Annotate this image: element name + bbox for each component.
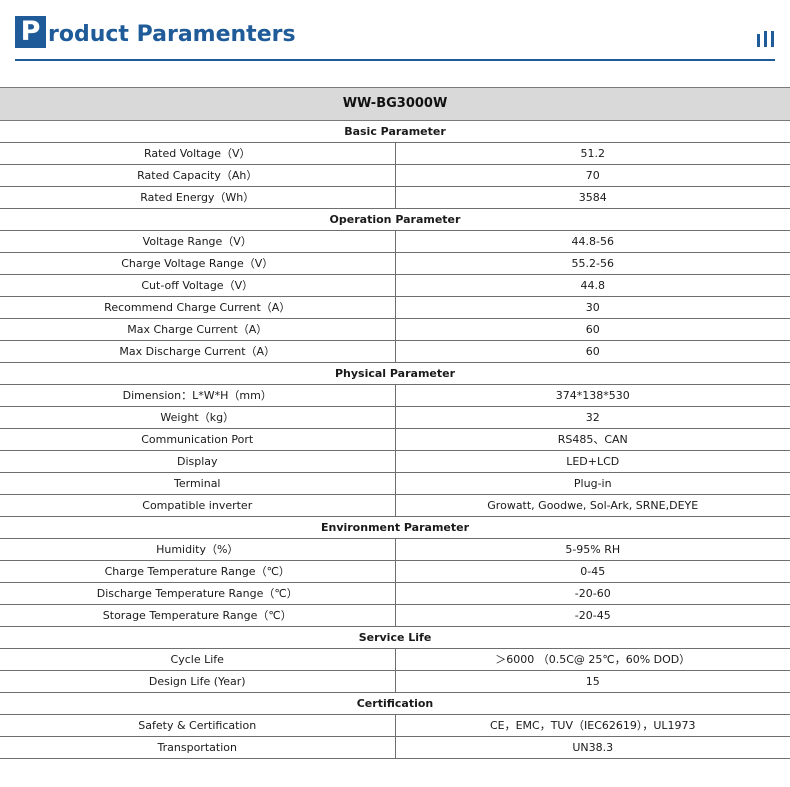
param-value: Growatt, Goodwe, Sol-Ark, SRNE,DEYE	[395, 494, 790, 517]
table-row: Cut-off Voltage（V） 44.8	[0, 274, 790, 297]
param-label: Safety & Certification	[0, 714, 396, 737]
param-label: Max Discharge Current（A）	[0, 340, 396, 363]
param-label: Rated Voltage（V）	[0, 142, 396, 165]
param-label: Recommend Charge Current（A）	[0, 296, 396, 319]
section-header-row: Physical Parameter	[0, 362, 790, 385]
table-row: Rated Voltage（V） 51.2	[0, 142, 790, 165]
param-label: Communication Port	[0, 428, 396, 451]
param-value: ＞6000 （0.5C@ 25℃，60% DOD）	[395, 648, 790, 671]
param-label: Compatible inverter	[0, 494, 396, 517]
param-label: Charge Temperature Range（℃）	[0, 560, 396, 583]
table-row: Max Charge Current（A） 60	[0, 318, 790, 341]
table-row: Dimension：L*W*H（mm） 374*138*530	[0, 384, 790, 407]
table-row: Rated Capacity（Ah） 70	[0, 164, 790, 187]
table-row: Recommend Charge Current（A） 30	[0, 296, 790, 319]
param-value: CE，EMC，TUV（IEC62619），UL1973	[395, 714, 790, 737]
section-header-row: Operation Parameter	[0, 208, 790, 231]
param-value: LED+LCD	[395, 450, 790, 473]
param-label: Charge Voltage Range（V）	[0, 252, 396, 275]
param-label: Cut-off Voltage（V）	[0, 274, 396, 297]
section-title: Basic Parameter	[0, 121, 790, 143]
section-title: Certification	[0, 692, 790, 715]
param-value: 70	[395, 164, 790, 187]
param-value: 15	[395, 670, 790, 693]
param-value: 44.8	[395, 274, 790, 297]
param-value: 60	[395, 318, 790, 341]
param-label: Cycle Life	[0, 648, 396, 671]
param-value: UN38.3	[395, 736, 790, 759]
table-row: Max Discharge Current（A） 60	[0, 340, 790, 363]
param-label: Weight（kg）	[0, 406, 396, 429]
table-row: Humidity（%） 5-95% RH	[0, 538, 790, 561]
param-label: Display	[0, 450, 396, 473]
param-label: Design Life (Year)	[0, 670, 396, 693]
table-row: Discharge Temperature Range（℃） -20-60	[0, 582, 790, 605]
table-row: Storage Temperature Range（℃） -20-45	[0, 604, 790, 627]
param-label: Humidity（%）	[0, 538, 396, 561]
section-header-row: Certification	[0, 692, 790, 715]
page-header: P roduct Paramenters	[0, 0, 790, 64]
section-header-row: Environment Parameter	[0, 516, 790, 539]
section-title: Operation Parameter	[0, 208, 790, 231]
table-row: Display LED+LCD	[0, 450, 790, 473]
param-value: 55.2-56	[395, 252, 790, 275]
table-row: Voltage Range（V） 44.8-56	[0, 230, 790, 253]
section-title: Service Life	[0, 626, 790, 649]
table-row: Transportation UN38.3	[0, 736, 790, 759]
table-row: Rated Energy（Wh） 3584	[0, 186, 790, 209]
section-title: Physical Parameter	[0, 362, 790, 385]
table-row: Charge Temperature Range（℃） 0-45	[0, 560, 790, 583]
param-label: Rated Energy（Wh）	[0, 186, 396, 209]
section-header-row: Service Life	[0, 626, 790, 649]
table-row: Weight（kg） 32	[0, 406, 790, 429]
header-divider	[15, 59, 775, 61]
section-title: Environment Parameter	[0, 516, 790, 539]
param-value: 5-95% RH	[395, 538, 790, 561]
param-label: Dimension：L*W*H（mm）	[0, 384, 396, 407]
page-title: roduct Paramenters	[48, 22, 296, 47]
param-label: Rated Capacity（Ah）	[0, 164, 396, 187]
param-value: 3584	[395, 186, 790, 209]
param-value: 374*138*530	[395, 384, 790, 407]
model-title: WW-BG3000W	[0, 87, 790, 121]
param-value: RS485、CAN	[395, 428, 790, 451]
spec-table: Basic Parameter Rated Voltage（V） 51.2 Rated…	[0, 121, 790, 759]
param-value: 30	[395, 296, 790, 319]
table-row: Charge Voltage Range（V） 55.2-56	[0, 252, 790, 275]
param-value: -20-60	[395, 582, 790, 605]
param-value: 32	[395, 406, 790, 429]
param-value: -20-45	[395, 604, 790, 627]
section-header-row: Basic Parameter	[0, 121, 790, 143]
param-label: Transportation	[0, 736, 396, 759]
table-row: Compatible inverter Growatt, Goodwe, Sol-…	[0, 494, 790, 517]
table-row: Design Life (Year) 15	[0, 670, 790, 693]
param-value: 60	[395, 340, 790, 363]
param-label: Storage Temperature Range（℃）	[0, 604, 396, 627]
param-label: Max Charge Current（A）	[0, 318, 396, 341]
table-row: Terminal Plug-in	[0, 472, 790, 495]
param-label: Terminal	[0, 472, 396, 495]
param-label: Voltage Range（V）	[0, 230, 396, 253]
vertical-bars-icon	[757, 31, 777, 47]
param-value: 51.2	[395, 142, 790, 165]
table-row: Cycle Life ＞6000 （0.5C@ 25℃，60% DOD）	[0, 648, 790, 671]
param-value: 44.8-56	[395, 230, 790, 253]
title-initial-badge: P	[15, 16, 46, 48]
table-row: Communication Port RS485、CAN	[0, 428, 790, 451]
param-value: Plug-in	[395, 472, 790, 495]
param-label: Discharge Temperature Range（℃）	[0, 582, 396, 605]
param-value: 0-45	[395, 560, 790, 583]
table-row: Safety & Certification CE，EMC，TUV（IEC6261…	[0, 714, 790, 737]
